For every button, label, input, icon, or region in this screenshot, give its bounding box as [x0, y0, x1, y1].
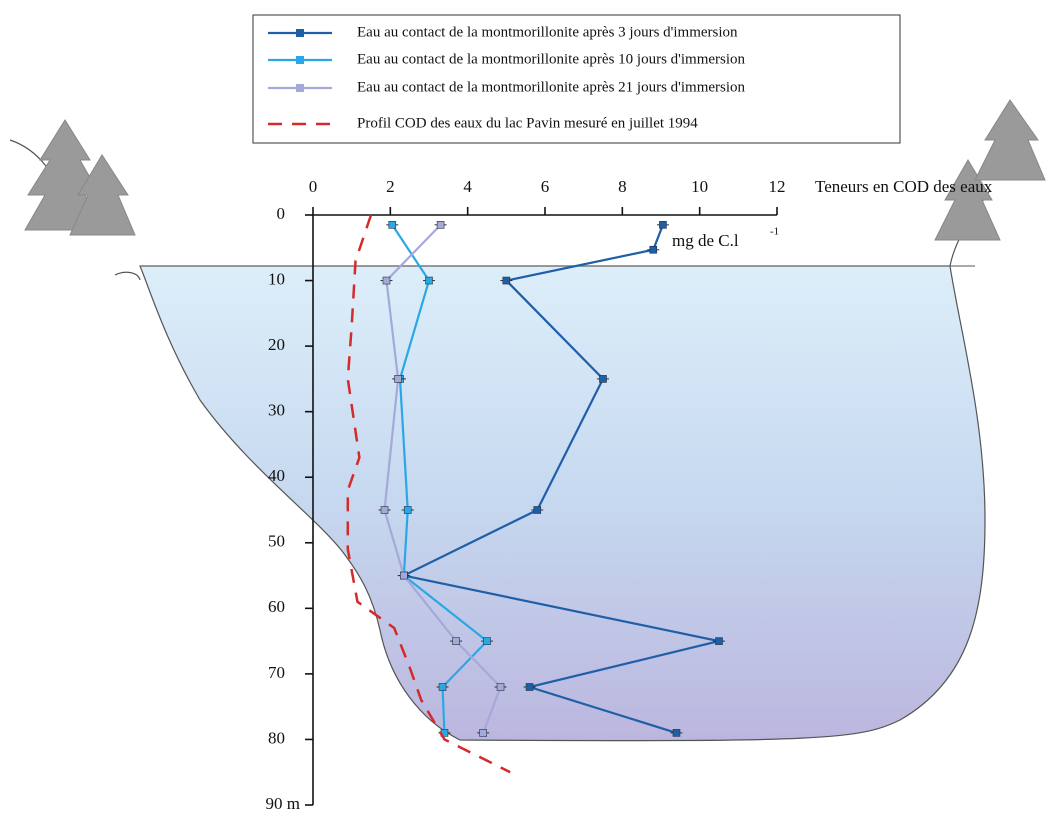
data-point	[382, 276, 391, 285]
data-point	[479, 729, 487, 737]
x-tick-label: 10	[691, 177, 708, 196]
data-point	[483, 637, 491, 645]
data-point	[672, 729, 681, 737]
x-axis-label: Teneurs en COD des eaux	[815, 177, 993, 196]
data-point	[438, 683, 447, 691]
legend-marker	[296, 29, 304, 37]
legend-label: Eau au contact de la montmorillonite apr…	[357, 79, 746, 95]
series-line	[383, 224, 502, 734]
y-tick-label: 10	[268, 269, 285, 288]
legend-label: Eau au contact de la montmorillonite apr…	[357, 24, 738, 40]
unit-label: mg de C.l	[672, 231, 739, 250]
y-tick-label: 40	[268, 466, 285, 485]
data-point	[659, 221, 667, 229]
y-tick-label: 20	[268, 335, 285, 354]
x-tick-label: 2	[386, 177, 395, 196]
x-tick-label: 0	[309, 177, 318, 196]
data-point	[599, 375, 607, 383]
data-point	[496, 683, 505, 691]
data-point	[502, 276, 511, 285]
data-point	[715, 637, 723, 645]
data-point	[403, 506, 412, 514]
data-point	[425, 276, 433, 285]
y-tick-label: 30	[268, 401, 285, 420]
x-tick-label: 8	[618, 177, 627, 196]
data-point	[649, 245, 658, 254]
legend-label: Eau au contact de la montmorillonite apr…	[357, 51, 746, 67]
data-point	[525, 683, 534, 691]
lake-background	[9, 139, 991, 742]
trees	[24, 99, 1046, 241]
data-point	[452, 637, 460, 645]
x-tick-label: 6	[541, 177, 550, 196]
unit-exponent: -1	[770, 226, 779, 238]
x-tick-label: 4	[463, 177, 472, 196]
profile-line	[346, 214, 511, 774]
y-tick-label: 0	[277, 204, 286, 223]
y-tick-label: 60	[268, 597, 285, 616]
y-tick-label: 80	[268, 728, 285, 747]
data-point	[533, 506, 542, 514]
legend-box	[252, 14, 901, 144]
x-tick-label: 12	[769, 177, 786, 196]
data-point	[388, 221, 397, 229]
data-point	[436, 221, 445, 229]
data-point	[380, 506, 389, 514]
legend: Eau au contact de la montmorillonite apr…	[252, 14, 901, 144]
y-tick-label: 70	[268, 663, 285, 682]
series-line	[391, 224, 489, 733]
data-point	[394, 375, 402, 383]
legend-marker	[296, 84, 304, 92]
legend-label: Profil COD des eaux du lac Pavin mesuré …	[357, 115, 698, 131]
data-point	[400, 571, 408, 580]
legend-marker	[296, 56, 304, 64]
y-tick-label: 90 m	[266, 794, 300, 813]
y-tick-label: 50	[268, 532, 285, 551]
